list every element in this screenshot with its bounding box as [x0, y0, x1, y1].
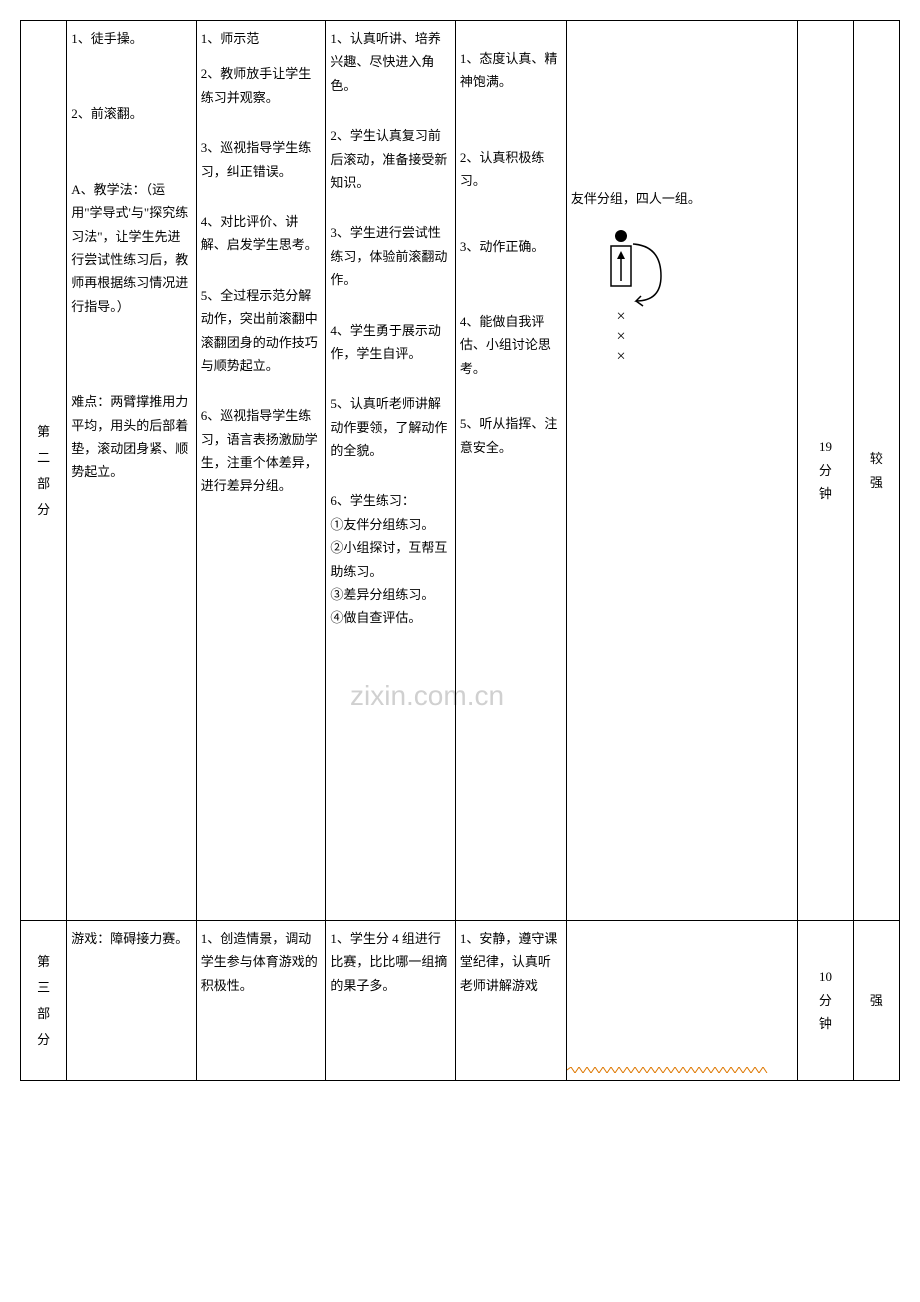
section3-time: 10分钟	[798, 921, 854, 1081]
student-item1: 1、认真听讲、培养兴趣、尽快进入角色。	[330, 27, 451, 97]
teacher-item5: 5、全过程示范分解动作，突出前滚翻中滚翻团身的动作技巧与顺势起立。	[201, 284, 322, 378]
student-item2: 2、学生认真复习前后滚动，准备接受新知识。	[330, 124, 451, 194]
student-item5: 5、认真听老师讲解动作要领，了解动作的全貌。	[330, 392, 451, 462]
req-item5: 5、听从指挥、注意安全。	[460, 412, 562, 459]
section3-label-cell: 第三部分	[21, 921, 67, 1081]
section3-label: 第三部分	[37, 949, 51, 1053]
student-item6-title: 6、学生练习：	[330, 489, 451, 512]
section2-content-methods: 1、徒手操。 2、前滚翻。 A、教学法：（运用"学导式'与"探究练习法"，让学生…	[67, 21, 197, 921]
svg-text:×: ×	[616, 308, 625, 325]
section3-student: 1、学生分 4 组进行比赛，比比哪一组摘的果子多。	[326, 921, 456, 1081]
teacher-item6: 6、巡视指导学生练习，语言表扬激励学生，注重个体差异，进行差异分组。	[201, 404, 322, 498]
section2-student-activity: 1、认真听讲、培养兴趣、尽快进入角色。 2、学生认真复习前后滚动，准备接受新知识…	[326, 21, 456, 921]
student-item3: 3、学生进行尝试性练习，体验前滚翻动作。	[330, 221, 451, 291]
req3-item1: 1、安静，遵守课堂纪律，认真听老师讲解游戏	[460, 927, 562, 997]
section2-time: 19分钟	[798, 21, 854, 921]
table-row-section3: 第三部分 游戏：障碍接力赛。 1、创造情景，调动学生参与体育游戏的积极性。 1、…	[21, 921, 900, 1081]
time-value-3: 10分钟	[818, 965, 832, 1035]
section2-formation: 友伴分组，四人一组。 × × ×	[566, 21, 797, 921]
intensity-value-2: 较强	[869, 447, 883, 494]
req-item2: 2、认真积极练习。	[460, 146, 562, 193]
lesson-plan-table: 第二部分 1、徒手操。 2、前滚翻。 A、教学法：（运用"学导式'与"探究练习法…	[20, 20, 900, 1081]
req-item1: 1、态度认真、精神饱满。	[460, 47, 562, 94]
teacher-item3: 3、巡视指导学生练习，纠正错误。	[201, 136, 322, 183]
student-item4: 4、学生勇于展示动作，学生自评。	[330, 319, 451, 366]
teacher-item4: 4、对比评价、讲解、启发学生思考。	[201, 210, 322, 257]
teacher-item2: 2、教师放手让学生练习并观察。	[201, 62, 322, 109]
section3-intensity: 强	[853, 921, 899, 1081]
teaching-method-a: A、教学法：（运用"学导式'与"探究练习法"，让学生先进行尝试性练习后，教师再根…	[71, 178, 192, 318]
teacher3-item1: 1、创造情景，调动学生参与体育游戏的积极性。	[201, 927, 322, 997]
section3-teacher: 1、创造情景，调动学生参与体育游戏的积极性。	[196, 921, 326, 1081]
game-title: 游戏：障碍接力赛。	[71, 927, 192, 950]
formation-svg: × × ×	[571, 226, 711, 386]
svg-text:×: ×	[616, 348, 625, 365]
section3-formation	[566, 921, 797, 1081]
section2-intensity: 较强	[853, 21, 899, 921]
student-item6-3: ③差异分组练习。	[330, 583, 451, 606]
teacher-item1: 1、师示范	[201, 27, 322, 50]
zigzag-decoration	[567, 1057, 797, 1080]
section3-req: 1、安静，遵守课堂纪律，认真听老师讲解游戏	[455, 921, 566, 1081]
time-value-2: 19分钟	[818, 435, 832, 505]
section2-label: 第二部分	[37, 419, 51, 523]
formation-diagram: × × ×	[571, 210, 793, 386]
formation-text: 友伴分组，四人一组。	[571, 187, 793, 210]
item-freehand: 1、徒手操。	[71, 27, 192, 50]
student-item6-2: ②小组探讨，互帮互助练习。	[330, 536, 451, 583]
difficulty-point: 难点：两臂撑推用力平均，用头的后部着垫，滚动团身紧、顺势起立。	[71, 390, 192, 484]
student-item6-4: ④做自查评估。	[330, 606, 451, 629]
section2-requirements: 1、态度认真、精神饱满。 2、认真积极练习。 3、动作正确。 4、能做自我评估、…	[455, 21, 566, 921]
req-item3: 3、动作正确。	[460, 235, 562, 258]
student3-item1: 1、学生分 4 组进行比赛，比比哪一组摘的果子多。	[330, 927, 451, 997]
intensity-value-3: 强	[870, 993, 883, 1008]
item-forward-roll: 2、前滚翻。	[71, 102, 192, 125]
req-item4: 4、能做自我评估、小组讨论思考。	[460, 310, 562, 380]
section2-label-cell: 第二部分	[21, 21, 67, 921]
section3-content: 游戏：障碍接力赛。	[67, 921, 197, 1081]
section2-teacher-activity: 1、师示范 2、教师放手让学生练习并观察。 3、巡视指导学生练习，纠正错误。 4…	[196, 21, 326, 921]
svg-text:×: ×	[616, 328, 625, 345]
table-row-section2: 第二部分 1、徒手操。 2、前滚翻。 A、教学法：（运用"学导式'与"探究练习法…	[21, 21, 900, 921]
student-item6-1: ①友伴分组练习。	[330, 513, 451, 536]
